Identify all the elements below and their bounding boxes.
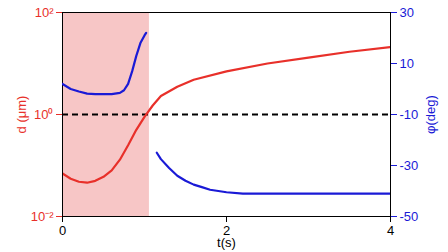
svg-text:30: 30 (400, 5, 414, 20)
svg-text:10: 10 (400, 56, 414, 71)
svg-text:10⁰: 10⁰ (34, 107, 53, 122)
svg-text:10⁻²: 10⁻² (31, 209, 54, 224)
svg-text:10²: 10² (35, 5, 54, 20)
svg-text:φ(deg): φ(deg) (423, 95, 438, 134)
svg-text:0: 0 (59, 223, 66, 238)
svg-text:t(s): t(s) (217, 235, 236, 250)
svg-text:-30: -30 (400, 158, 419, 173)
svg-text:-10: -10 (400, 107, 419, 122)
svg-text:-50: -50 (400, 209, 419, 224)
svg-text:2: 2 (222, 222, 231, 238)
svg-text:4: 4 (387, 223, 394, 238)
svg-text:d (μm): d (μm) (14, 96, 29, 134)
